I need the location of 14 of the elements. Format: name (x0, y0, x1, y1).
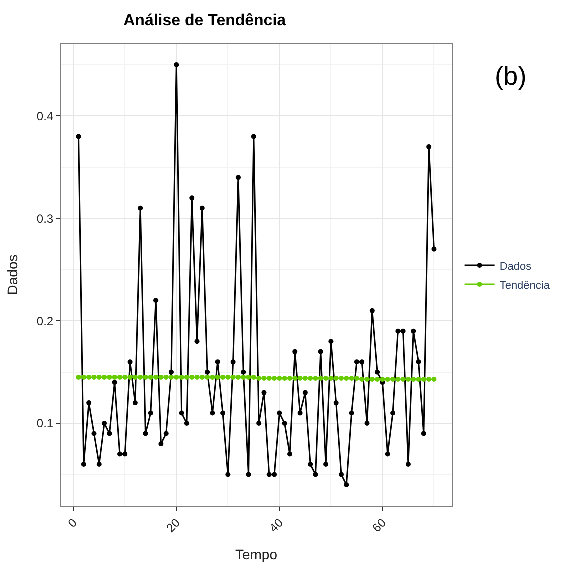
x-axis-title: Tempo (235, 546, 278, 563)
legend-label: Dados (500, 260, 532, 273)
x-tick-label: 40 (266, 516, 286, 536)
y-tick-label: 0.4 (36, 109, 54, 124)
x-tick-label: 0 (65, 516, 80, 530)
y-tick-label: 0.1 (36, 416, 54, 431)
y-tick-label: 0.2 (36, 314, 54, 328)
legend-label: Tendência (500, 280, 551, 292)
x-tick-label: 60 (370, 516, 390, 536)
y-tick-label: 0.3 (36, 212, 54, 226)
x-tick-label: 20 (164, 516, 184, 536)
chart-title: Análise de Tendência (124, 12, 286, 30)
text: (b) (495, 61, 527, 91)
y-axis-title: Dados (4, 254, 21, 296)
